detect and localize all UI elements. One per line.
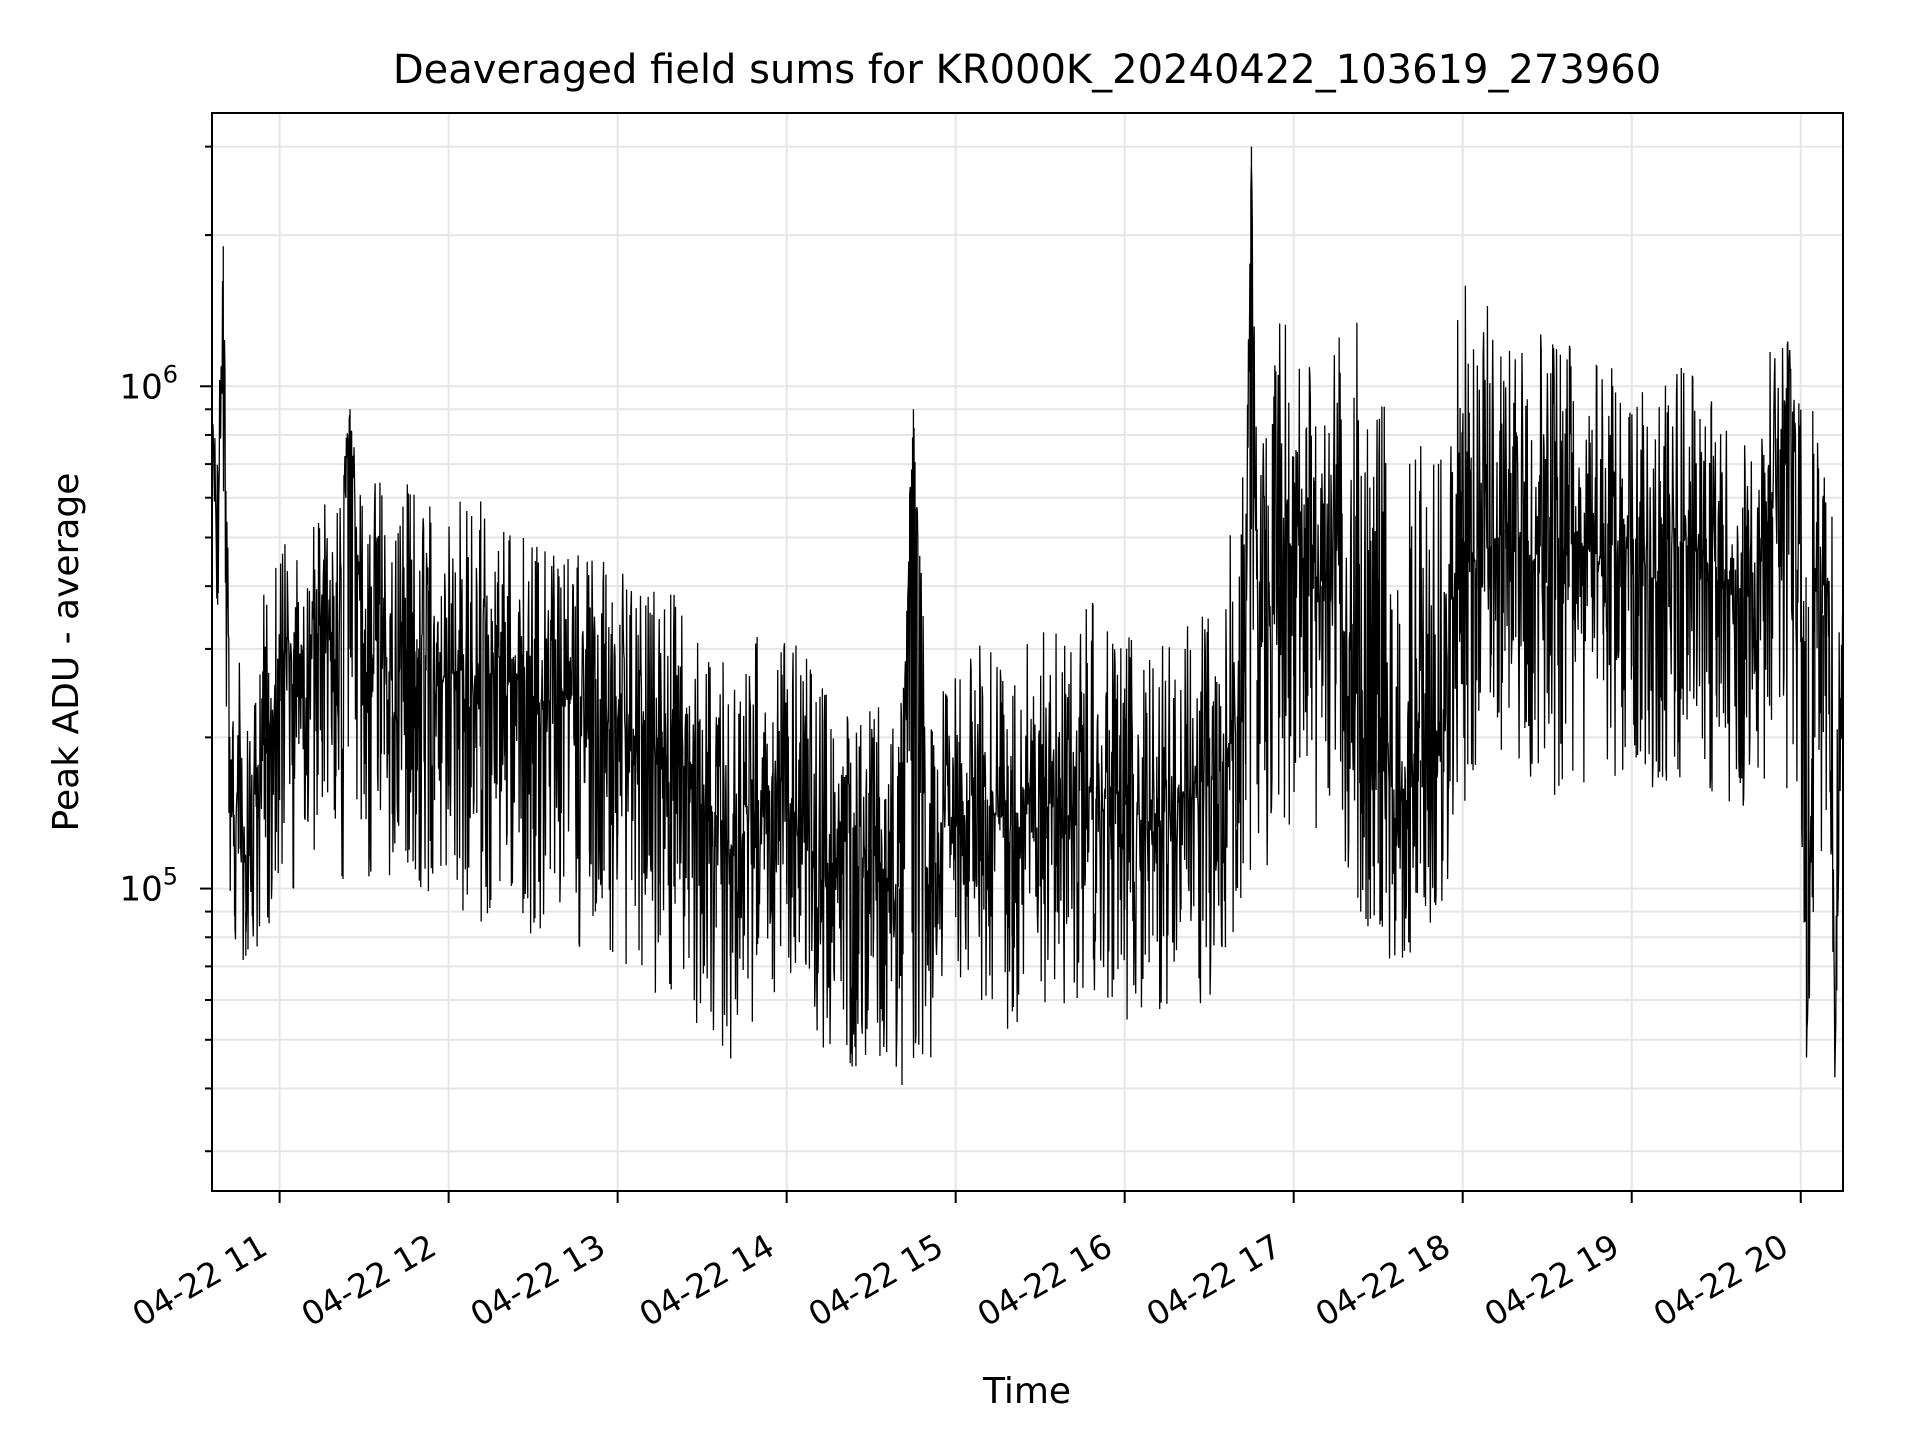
series-line — [211, 146, 1844, 1085]
series-trace — [211, 166, 1844, 1085]
y-tick-label: 106 — [119, 360, 178, 407]
chart-title: Deaveraged field sums for KR000K_2024042… — [393, 47, 1661, 93]
y-tick-label: 105 — [119, 863, 178, 910]
y-axis-ticks: 105 106 — [119, 145, 212, 1153]
x-axis-label: Time — [982, 1371, 1071, 1412]
plot-frame — [211, 112, 1844, 1192]
y-axis-label: Peak ADU - average — [46, 473, 87, 832]
